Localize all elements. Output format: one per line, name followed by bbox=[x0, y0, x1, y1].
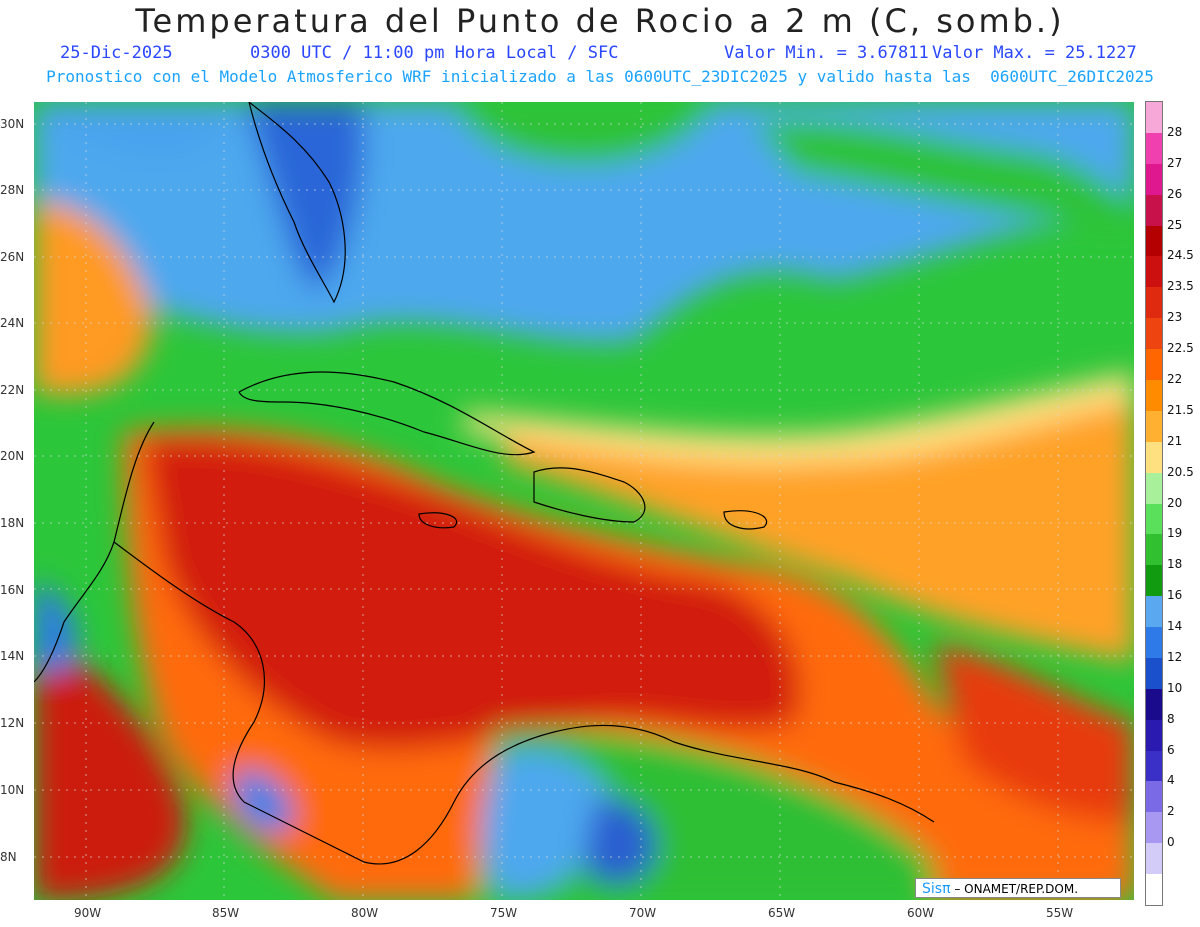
lon-label: 60W bbox=[907, 906, 935, 920]
color-scale-label: 18 bbox=[1167, 557, 1183, 572]
color-scale-label: 0 bbox=[1167, 835, 1175, 850]
lat-label: 26N bbox=[0, 250, 25, 264]
credit-box: Sisπ – ONAMET/REP.DOM. bbox=[915, 878, 1121, 898]
color-scale-swatch bbox=[1146, 503, 1162, 535]
color-scale-label: 27 bbox=[1167, 155, 1183, 170]
color-scale-swatch bbox=[1146, 627, 1162, 659]
color-scale-swatch bbox=[1146, 596, 1162, 628]
color-scale-swatch bbox=[1146, 781, 1162, 813]
color-scale-label: 23 bbox=[1167, 310, 1183, 325]
dewpoint-map bbox=[34, 102, 1134, 900]
color-scale-swatch bbox=[1146, 132, 1162, 165]
color-scale-swatch bbox=[1146, 750, 1162, 782]
lon-label: 85W bbox=[212, 906, 240, 920]
color-scale-label: 20.5 bbox=[1167, 464, 1194, 479]
color-scale-swatch bbox=[1146, 657, 1162, 690]
color-scale-swatch bbox=[1146, 534, 1162, 566]
lon-label: 65W bbox=[768, 906, 796, 920]
color-scale-label: 26 bbox=[1167, 186, 1183, 201]
model-info: Pronostico con el Modelo Atmosferico WRF… bbox=[46, 67, 1154, 86]
color-scale-swatch bbox=[1146, 472, 1162, 504]
color-scale-swatch bbox=[1146, 719, 1162, 752]
brand-logo: Sisπ bbox=[922, 881, 951, 897]
lon-label: 75W bbox=[490, 906, 518, 920]
lon-label: 80W bbox=[351, 906, 379, 920]
color-scale-swatch bbox=[1146, 441, 1162, 474]
color-scale-swatch bbox=[1146, 688, 1162, 721]
color-scale-label: 23.5 bbox=[1167, 279, 1194, 294]
lon-label: 70W bbox=[629, 906, 657, 920]
color-scale-bar bbox=[1145, 101, 1163, 906]
lat-label: 10N bbox=[0, 783, 25, 797]
lat-label: 18N bbox=[0, 516, 25, 530]
color-scale-label: 8 bbox=[1167, 711, 1175, 726]
color-scale-label: 12 bbox=[1167, 649, 1183, 664]
valid-time: 0300 UTC / 11:00 pm Hora Local / SFC bbox=[250, 43, 619, 63]
min-value: Valor Min. = 3.67811 bbox=[724, 43, 929, 63]
color-scale-label: 21 bbox=[1167, 433, 1183, 448]
color-scale-label: 22.5 bbox=[1167, 341, 1194, 356]
lon-label: 55W bbox=[1046, 906, 1074, 920]
color-scale-label: 28 bbox=[1167, 124, 1183, 139]
color-scale-swatch bbox=[1146, 287, 1162, 319]
color-scale-swatch bbox=[1146, 410, 1162, 443]
color-scale-label: 6 bbox=[1167, 742, 1175, 757]
color-scale-label: 16 bbox=[1167, 588, 1183, 603]
lat-label: 30N bbox=[0, 117, 25, 131]
color-scale-label: 20 bbox=[1167, 495, 1183, 510]
lon-label: 90W bbox=[74, 906, 102, 920]
lat-label: 22N bbox=[0, 383, 25, 397]
color-scale-label: 21.5 bbox=[1167, 402, 1194, 417]
lat-label: 8N bbox=[0, 850, 17, 864]
color-scale-swatch bbox=[1146, 565, 1162, 597]
map-title: Temperatura del Punto de Rocio a 2 m (C,… bbox=[135, 2, 1065, 40]
color-scale-swatch bbox=[1146, 318, 1162, 350]
color-scale-label: 4 bbox=[1167, 773, 1175, 788]
lat-label: 28N bbox=[0, 183, 25, 197]
lat-label: 12N bbox=[0, 716, 25, 730]
color-scale-label: 14 bbox=[1167, 619, 1183, 634]
color-scale-swatch bbox=[1146, 163, 1162, 196]
max-value: Valor Max. = 25.1227 bbox=[932, 43, 1137, 63]
lat-label: 14N bbox=[0, 649, 25, 663]
color-scale-label: 24.5 bbox=[1167, 248, 1194, 263]
color-scale-label: 10 bbox=[1167, 680, 1183, 695]
color-scale-swatch bbox=[1146, 256, 1162, 288]
lat-label: 16N bbox=[0, 583, 25, 597]
color-scale-swatch bbox=[1146, 349, 1162, 381]
color-scale-swatch bbox=[1146, 874, 1162, 906]
lat-label: 20N bbox=[0, 449, 25, 463]
color-scale-label: 19 bbox=[1167, 526, 1183, 541]
color-scale-label: 25 bbox=[1167, 217, 1183, 232]
color-scale-swatch bbox=[1146, 379, 1162, 412]
color-scale-label: 2 bbox=[1167, 804, 1175, 819]
color-scale-swatch bbox=[1146, 812, 1162, 844]
color-scale-swatch bbox=[1146, 194, 1162, 227]
lat-label: 24N bbox=[0, 316, 25, 330]
color-scale-label: 22 bbox=[1167, 371, 1183, 386]
credit-text: – ONAMET/REP.DOM. bbox=[954, 882, 1079, 896]
color-scale-swatch bbox=[1146, 843, 1162, 875]
color-scale-swatch bbox=[1146, 102, 1162, 134]
color-scale-swatch bbox=[1146, 225, 1162, 257]
valid-date: 25-Dic-2025 bbox=[60, 43, 173, 63]
